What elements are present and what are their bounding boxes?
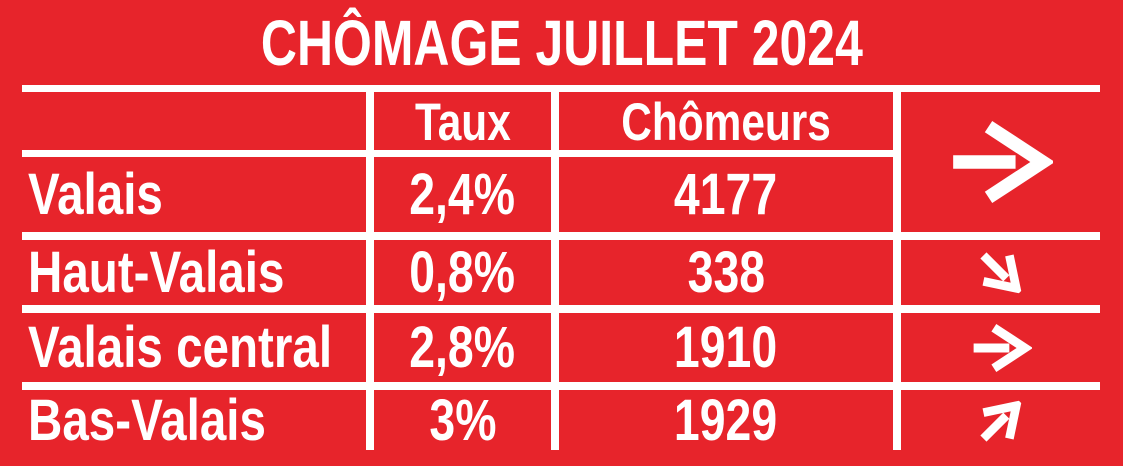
table-cell-chomeurs-bas-valais: 1929 bbox=[674, 388, 778, 453]
arrow-up-right-icon bbox=[979, 400, 1022, 442]
column-divider-taux-chomeurs bbox=[551, 88, 559, 450]
row-divider-line-3 bbox=[22, 382, 1100, 390]
column-header-chomeurs: Chômeurs bbox=[621, 92, 831, 152]
table-cell-chomeurs-haut-valais: 338 bbox=[687, 239, 765, 305]
column-divider-region-taux bbox=[366, 88, 374, 450]
page-title-text: CHÔMAGE JUILLET 2024 bbox=[260, 7, 863, 79]
trend-cell-haut-valais bbox=[901, 240, 1100, 305]
row-divider-line-2 bbox=[22, 305, 1100, 313]
table-cell-taux-valais-central: 2,8% bbox=[409, 314, 516, 380]
row-divider-line-1 bbox=[22, 232, 1100, 240]
arrow-down-right-icon bbox=[979, 251, 1022, 294]
table-top-line bbox=[22, 85, 1100, 92]
arrow-right-icon bbox=[952, 120, 1053, 204]
table-cell-taux-valais: 2,4% bbox=[409, 161, 516, 227]
column-divider-chomeurs-trend bbox=[893, 88, 901, 450]
table-row-region-haut-valais: Haut-Valais bbox=[28, 239, 285, 305]
table-cell-taux-bas-valais: 3% bbox=[428, 388, 497, 453]
page-title: CHÔMAGE JUILLET 2024 bbox=[0, 4, 1123, 82]
trend-cell-valais-central bbox=[901, 313, 1100, 382]
header-underline bbox=[22, 150, 901, 157]
table-row-region-bas-valais: Bas-Valais bbox=[28, 388, 266, 453]
table-cell-chomeurs-valais-central: 1910 bbox=[674, 314, 778, 380]
trend-cell-valais bbox=[901, 92, 1100, 232]
table-cell-taux-haut-valais: 0,8% bbox=[409, 239, 516, 305]
column-header-taux: Taux bbox=[414, 92, 511, 152]
trend-cell-bas-valais bbox=[901, 390, 1100, 452]
table-row-region-valais-central: Valais central bbox=[28, 314, 333, 380]
table-row-region-valais: Valais bbox=[28, 161, 163, 227]
arrow-right-icon bbox=[973, 323, 1032, 372]
table-cell-chomeurs-valais: 4177 bbox=[674, 161, 778, 227]
